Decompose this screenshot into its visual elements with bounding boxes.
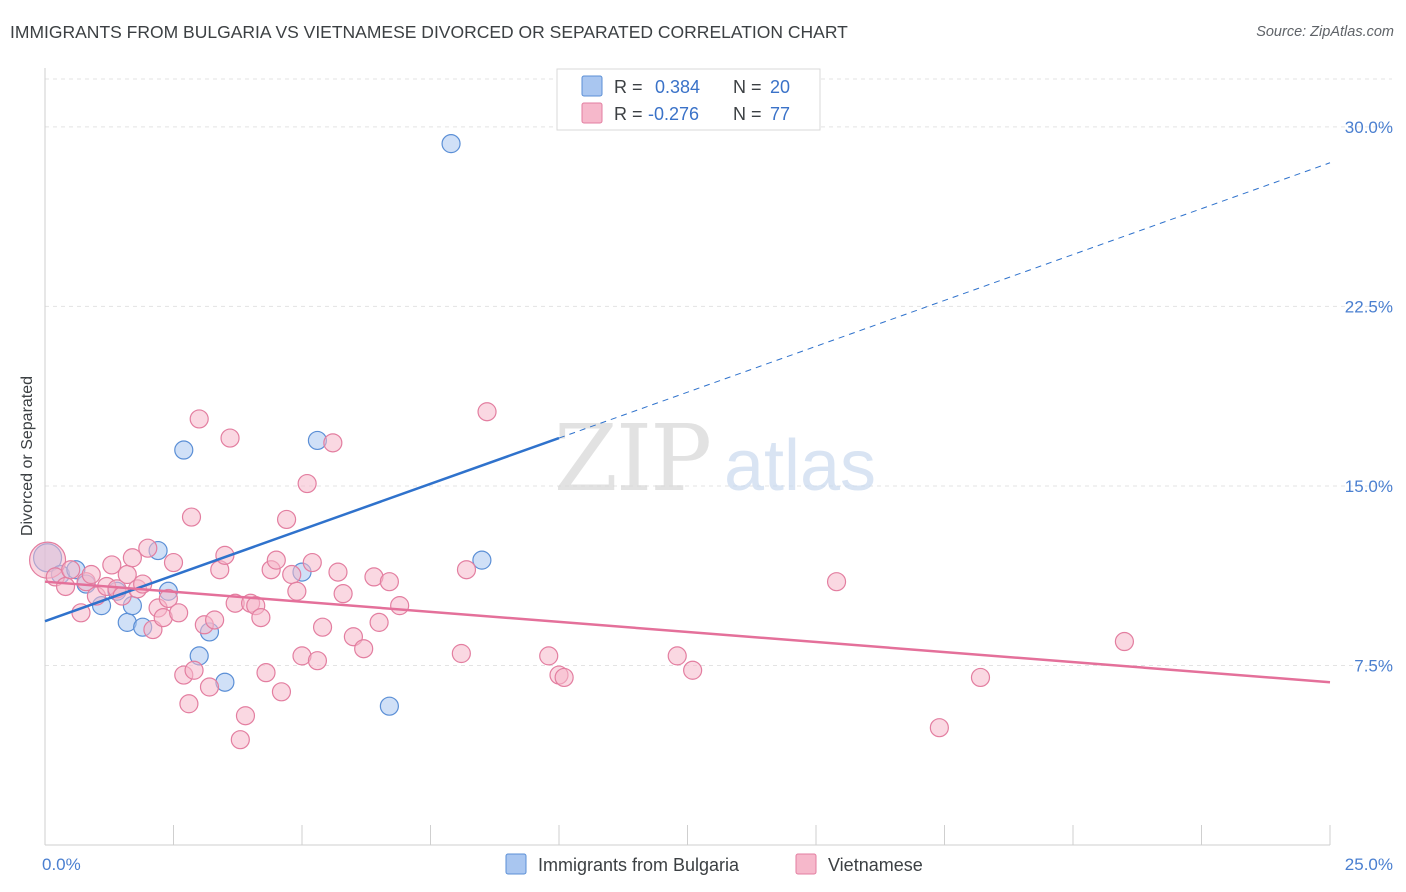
vietnamese-point [181, 507, 202, 527]
y-tick-label: 15.0% [1345, 477, 1393, 496]
watermark-atlas: atlas [724, 426, 876, 506]
vietnamese-point [158, 588, 178, 609]
vietnamese-point [271, 682, 292, 702]
legend-n-value: 20 [770, 77, 790, 97]
bulgaria-trend-line [44, 436, 560, 623]
watermark-zip: ZIP [554, 405, 710, 512]
vietnamese-trend-line [44, 580, 1331, 684]
vietnamese-point [189, 409, 209, 429]
vietnamese-point [379, 572, 399, 592]
vietnamese-point [929, 718, 949, 738]
vietnamese-point [1114, 631, 1135, 652]
bulgaria-point [441, 134, 461, 154]
legend-n-label: N = [733, 104, 762, 124]
legend-swatch-vietnamese [795, 853, 817, 875]
watermark: ZIP atlas [554, 405, 876, 512]
vietnamese-point [282, 564, 302, 585]
vietnamese-point [297, 473, 317, 494]
vietnamese-point [256, 663, 276, 683]
vietnamese-point [81, 564, 101, 585]
grid-lines [45, 78, 1392, 666]
legend-r-value: 0.384 [655, 77, 700, 97]
vietnamese-point [122, 548, 142, 568]
vietnamese-point [683, 660, 703, 680]
vietnamese-point [251, 607, 271, 628]
legend-n-value: 77 [770, 104, 790, 124]
bulgaria-trend-extension [558, 162, 1331, 439]
vietnamese-point [184, 660, 204, 680]
vietnamese-point [323, 433, 343, 453]
vietnamese-point [826, 572, 847, 592]
legend-label-bulgaria: Immigrants from Bulgaria [538, 855, 740, 875]
vietnamese-point [302, 552, 322, 573]
vietnamese-point [163, 552, 184, 573]
y-tick-label: 30.0% [1345, 118, 1393, 137]
vietnamese-point [61, 560, 81, 580]
x-tick-label: 25.0% [1345, 855, 1393, 874]
legend-swatch-bulgaria [505, 853, 527, 875]
vietnamese-point [199, 677, 220, 697]
chart-source: Source: ZipAtlas.com [1256, 24, 1394, 40]
vietnamese-point [220, 428, 240, 448]
axes [44, 68, 1331, 846]
top-legend: R = 0.384 N = 20 R = -0.276 N = 77 [556, 68, 821, 131]
tick-labels: 7.5% 15.0% 22.5% 30.0% 0.0% 25.0% [42, 118, 1393, 874]
bottom-legend: Immigrants from Bulgaria Vietnamese [505, 853, 923, 875]
vietnamese-point [287, 581, 307, 601]
vietnamese-point [477, 402, 497, 422]
vietnamese-point [390, 596, 410, 616]
bulgaria-point [174, 440, 194, 460]
vietnamese-point [451, 643, 471, 664]
vietnamese-point [230, 730, 250, 750]
bulgaria-point [379, 696, 399, 716]
trend-lines [44, 162, 1331, 684]
legend-r-value: -0.276 [648, 104, 699, 124]
legend-label-vietnamese: Vietnamese [828, 855, 923, 875]
vietnamese-point [307, 651, 328, 671]
legend-r-label: R = [614, 77, 643, 97]
legend-swatch-vietnamese [581, 102, 603, 124]
vietnamese-point [266, 550, 286, 570]
legend-n-label: N = [733, 77, 762, 97]
vietnamese-point [235, 706, 256, 726]
vietnamese-point [179, 694, 199, 714]
vietnamese-point [333, 584, 353, 604]
vietnamese-point [138, 538, 158, 558]
vietnamese-point [102, 555, 122, 575]
vietnamese-point [205, 610, 225, 630]
vietnamese-point [369, 612, 389, 632]
y-tick-label: 7.5% [1354, 656, 1393, 675]
vietnamese-point [456, 560, 477, 580]
chart-title: IMMIGRANTS FROM BULGARIA VS VIETNAMESE D… [10, 22, 848, 42]
vietnamese-point [667, 646, 687, 666]
vietnamese-point [554, 667, 574, 688]
x-tick-label: 0.0% [42, 855, 81, 874]
vietnamese-point [169, 603, 189, 623]
vietnamese-point [354, 639, 374, 659]
vietnamese-point [328, 562, 348, 582]
vietnamese-point [55, 576, 76, 597]
y-tick-label: 22.5% [1345, 297, 1393, 316]
bulgaria-point [472, 550, 492, 570]
vietnamese-point [970, 667, 991, 688]
y-axis-title: Divorced or Separated [19, 376, 36, 536]
vietnamese-point [539, 646, 559, 666]
legend-r-label: R = [614, 104, 643, 124]
data-points [28, 134, 1135, 750]
legend-swatch-bulgaria [581, 75, 603, 97]
vietnamese-point [276, 509, 297, 530]
vietnamese-point [312, 617, 333, 637]
